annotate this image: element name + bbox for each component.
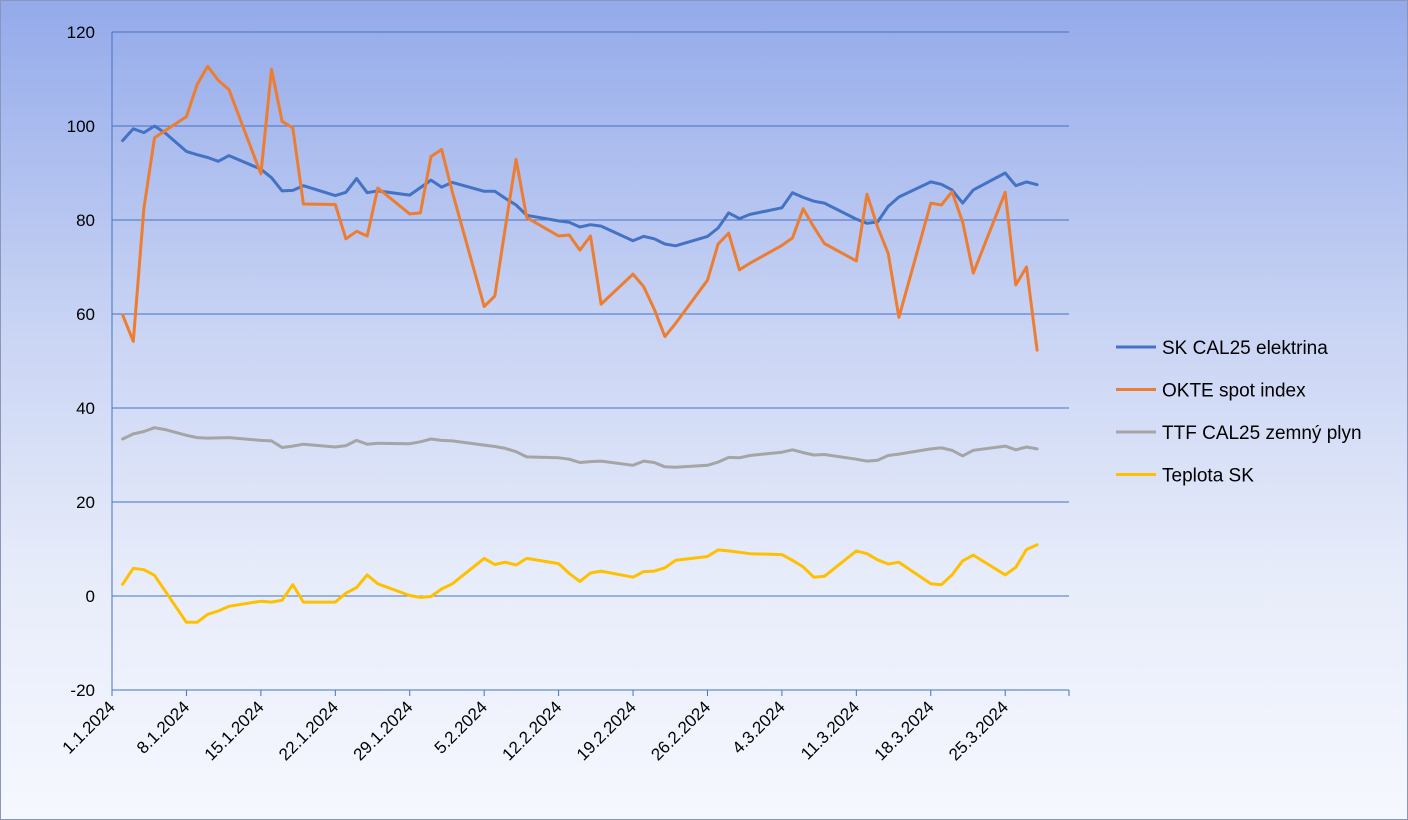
x-tick-label: 25.3.2024 (945, 697, 1012, 764)
x-tick-label: 11.3.2024 (797, 697, 863, 763)
x-tick-label: 1.1.2024 (59, 697, 119, 757)
legend-label: TTF CAL25 zemný plyn (1162, 423, 1362, 444)
series-line-teplota-sk (121, 543, 1039, 624)
y-tick-label: -20 (70, 681, 95, 700)
y-tick-label: 40 (76, 399, 95, 418)
legend-label: Teplota SK (1162, 466, 1254, 487)
x-tick-label: 15.1.2024 (201, 697, 268, 764)
x-tick-label: 26.2.2024 (647, 697, 714, 764)
series-line-okte-spot-index (121, 64, 1039, 352)
x-tick-label: 8.1.2024 (133, 697, 193, 757)
series-line-sk-cal25-elektrina (121, 124, 1039, 248)
series-line-ttf-cal25-zemn-plyn (121, 426, 1039, 469)
gridlines (112, 31, 1069, 597)
x-tick-label: 12.2.2024 (499, 697, 566, 764)
legend-label: SK CAL25 elektrina (1162, 338, 1328, 359)
y-tick-label: 20 (76, 493, 95, 512)
y-tick-label: 60 (76, 305, 95, 324)
y-tick-label: 100 (67, 117, 95, 136)
y-tick-label: 80 (76, 211, 95, 230)
legend-label: OKTE spot index (1162, 381, 1306, 402)
y-tick-label: 120 (67, 23, 95, 42)
x-tick-label: 29.1.2024 (350, 697, 417, 764)
x-tick-label: 19.2.2024 (573, 697, 640, 764)
x-tick-label: 5.2.2024 (431, 697, 491, 757)
series-lines (121, 64, 1039, 624)
y-tick-label: 0 (86, 587, 95, 606)
legend: SK CAL25 elektrina OKTE spot index TTF CAL… (1116, 338, 1362, 487)
x-tick-label: 22.1.2024 (275, 697, 342, 764)
x-tick-label: 18.3.2024 (871, 697, 938, 764)
axes: -20 0 20 40 60 80 100 120 1.1.2024 8.1.2024 15.1.2… (59, 23, 1070, 764)
x-tick-label: 4.3.2024 (728, 697, 788, 757)
